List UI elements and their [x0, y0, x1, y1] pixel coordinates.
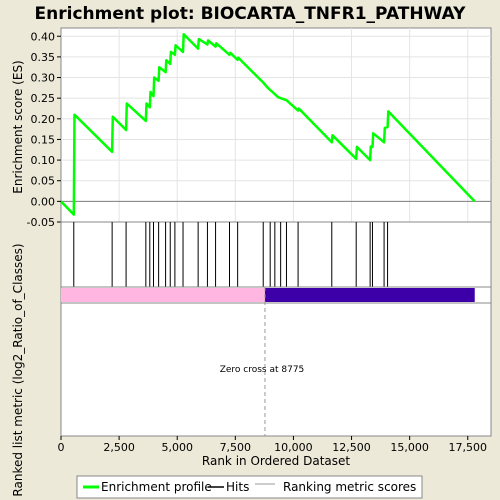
legend-label-hits: Hits	[226, 480, 249, 494]
y-tick-label: 0.15	[31, 133, 56, 146]
x-tick-label: 2,500	[103, 441, 135, 454]
metric-bar-positive	[61, 288, 265, 302]
x-tick-label: 7,500	[220, 441, 252, 454]
y-tick-label: 0.05	[31, 175, 56, 188]
x-axis-label: Rank in Ordered Dataset	[202, 454, 350, 468]
hits-panel	[60, 221, 492, 288]
legend-label-enrichment: Enrichment profile	[101, 480, 212, 494]
legend: Enrichment profile Hits Ranking metric s…	[76, 475, 423, 499]
x-axis-ticks: 0 2,500 5,000 7,500 10,000 12,500 15,000 17,500	[58, 436, 488, 454]
y-tick-label: 0.30	[31, 72, 56, 85]
y-tick-label: 0.20	[31, 113, 56, 126]
x-tick-label: 15,000	[390, 441, 429, 454]
y-tick-label: 0.25	[31, 92, 56, 105]
hits-group	[73, 222, 389, 287]
y-tick-label: 0.10	[31, 154, 56, 167]
y-tick-label: -0.05	[27, 216, 55, 229]
x-tick-label: 10,000	[274, 441, 313, 454]
y-tick-label: 0.35	[31, 51, 56, 64]
es-line-group	[60, 32, 476, 216]
x-tick-label: 0	[58, 441, 65, 454]
metric-panel	[60, 302, 492, 437]
y-axis-ticks: -0.05 0.00 0.05 0.10 0.15 0.20 0.25 0.30 0.35 0.4…	[27, 30, 61, 229]
y-axis-label-metric: Ranked list metric (log2_Ratio_of_Classe…	[11, 243, 25, 496]
enrichment-profile-line	[60, 32, 476, 216]
legend-box	[76, 475, 423, 499]
chart-title: Enrichment plot: BIOCARTA_TNFR1_PATHWAY	[35, 4, 467, 24]
metric-bar	[61, 288, 475, 302]
y-tick-label: 0.00	[31, 195, 56, 208]
x-tick-label: 5,000	[161, 441, 193, 454]
es-panel	[60, 27, 492, 223]
y-axis-label-es: Enrichment score (ES)	[11, 60, 25, 193]
x-tick-label: 17,500	[449, 441, 488, 454]
zero-cross-label: Zero cross at 8775	[220, 365, 305, 375]
legend-label-metric: Ranking metric scores	[283, 480, 416, 494]
x-tick-label: 12,500	[332, 441, 371, 454]
metric-bar-negative	[264, 288, 475, 302]
y-tick-label: 0.40	[31, 30, 56, 43]
